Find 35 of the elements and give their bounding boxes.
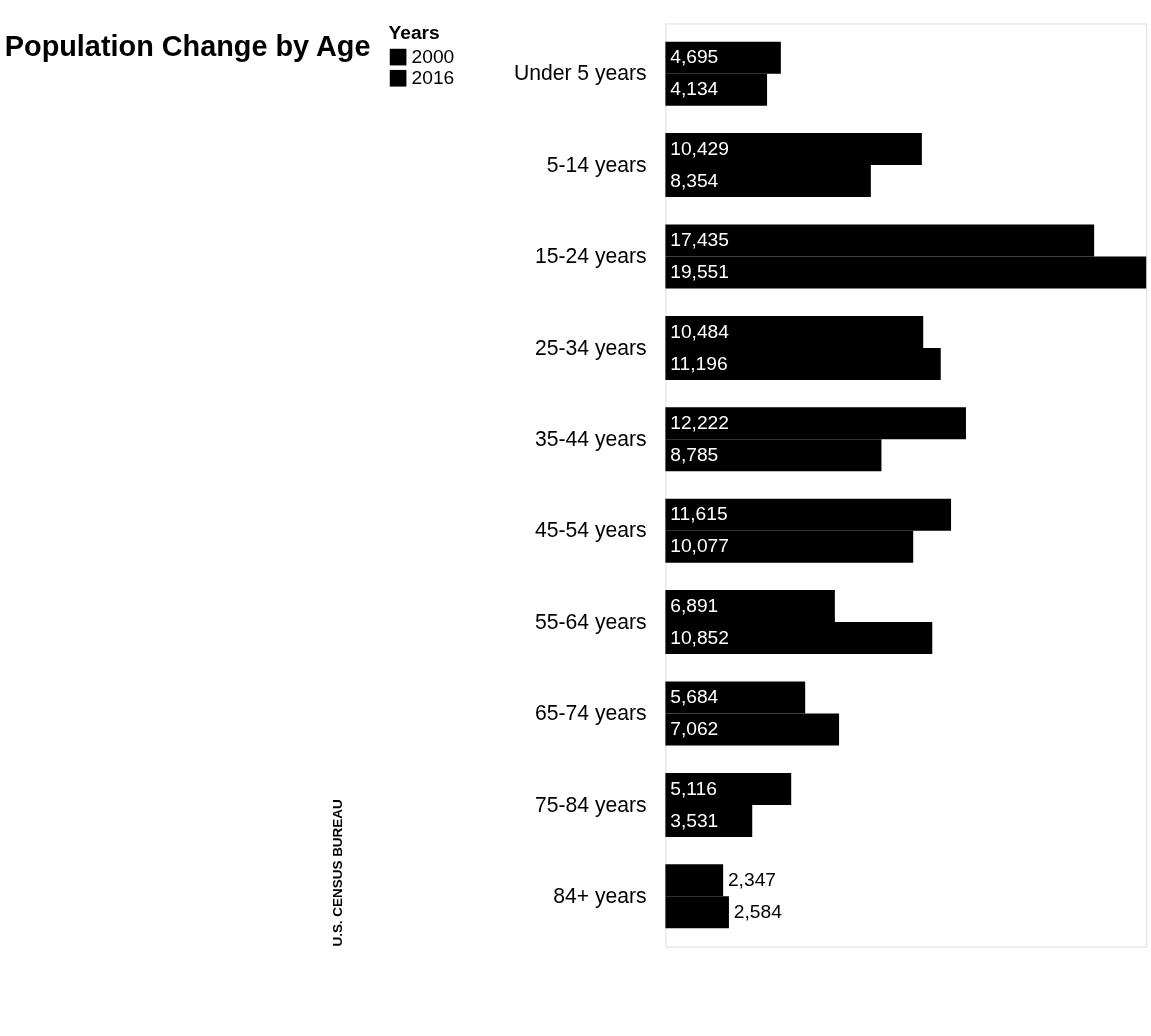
data-label: 2,584 [733,901,783,923]
data-label: 11,196 [670,352,728,374]
data-label: 12,222 [670,412,730,434]
legend-title: Years [388,21,440,43]
data-label: 4,695 [670,46,719,68]
data-label: 8,785 [670,444,719,466]
data-label: 4,134 [670,78,719,100]
data-label: 17,435 [670,229,730,251]
data-label: 7,062 [670,718,719,740]
text: Population Change by Age [4,30,371,63]
legend-label: 2016 [411,67,455,89]
y-tick-label: 15-24 years [535,244,647,269]
y-tick-label: 84+ years [553,884,647,909]
data-label: 10,077 [670,535,730,557]
y-tick-label: 45-54 years [535,518,647,543]
data-label: 19,551 [670,261,730,283]
data-label: 2,347 [727,869,777,891]
data-label: 10,484 [670,320,730,342]
data-label: 8,354 [670,169,719,191]
y-tick-label: 35-44 years [535,427,647,452]
y-tick-label: 55-64 years [535,609,647,634]
y-tick-label: 5-14 years [546,152,647,177]
data-label: 5,684 [670,686,719,708]
y-tick-label: 75-84 years [535,792,647,817]
y-tick-label: 25-34 years [535,335,647,360]
data-label: 10,852 [670,626,730,648]
y-tick-label: 65-74 years [535,701,647,726]
data-label: 3,531 [670,809,719,831]
data-label: 10,429 [670,137,730,159]
legend-label: 2000 [411,45,455,67]
data-label: 5,116 [670,777,717,799]
y-tick-label: Under 5 years [513,61,647,86]
data-label: 11,615 [670,503,728,525]
text: U.S. CENSUS BUREAU [330,799,346,947]
data-label: 6,891 [670,594,719,616]
